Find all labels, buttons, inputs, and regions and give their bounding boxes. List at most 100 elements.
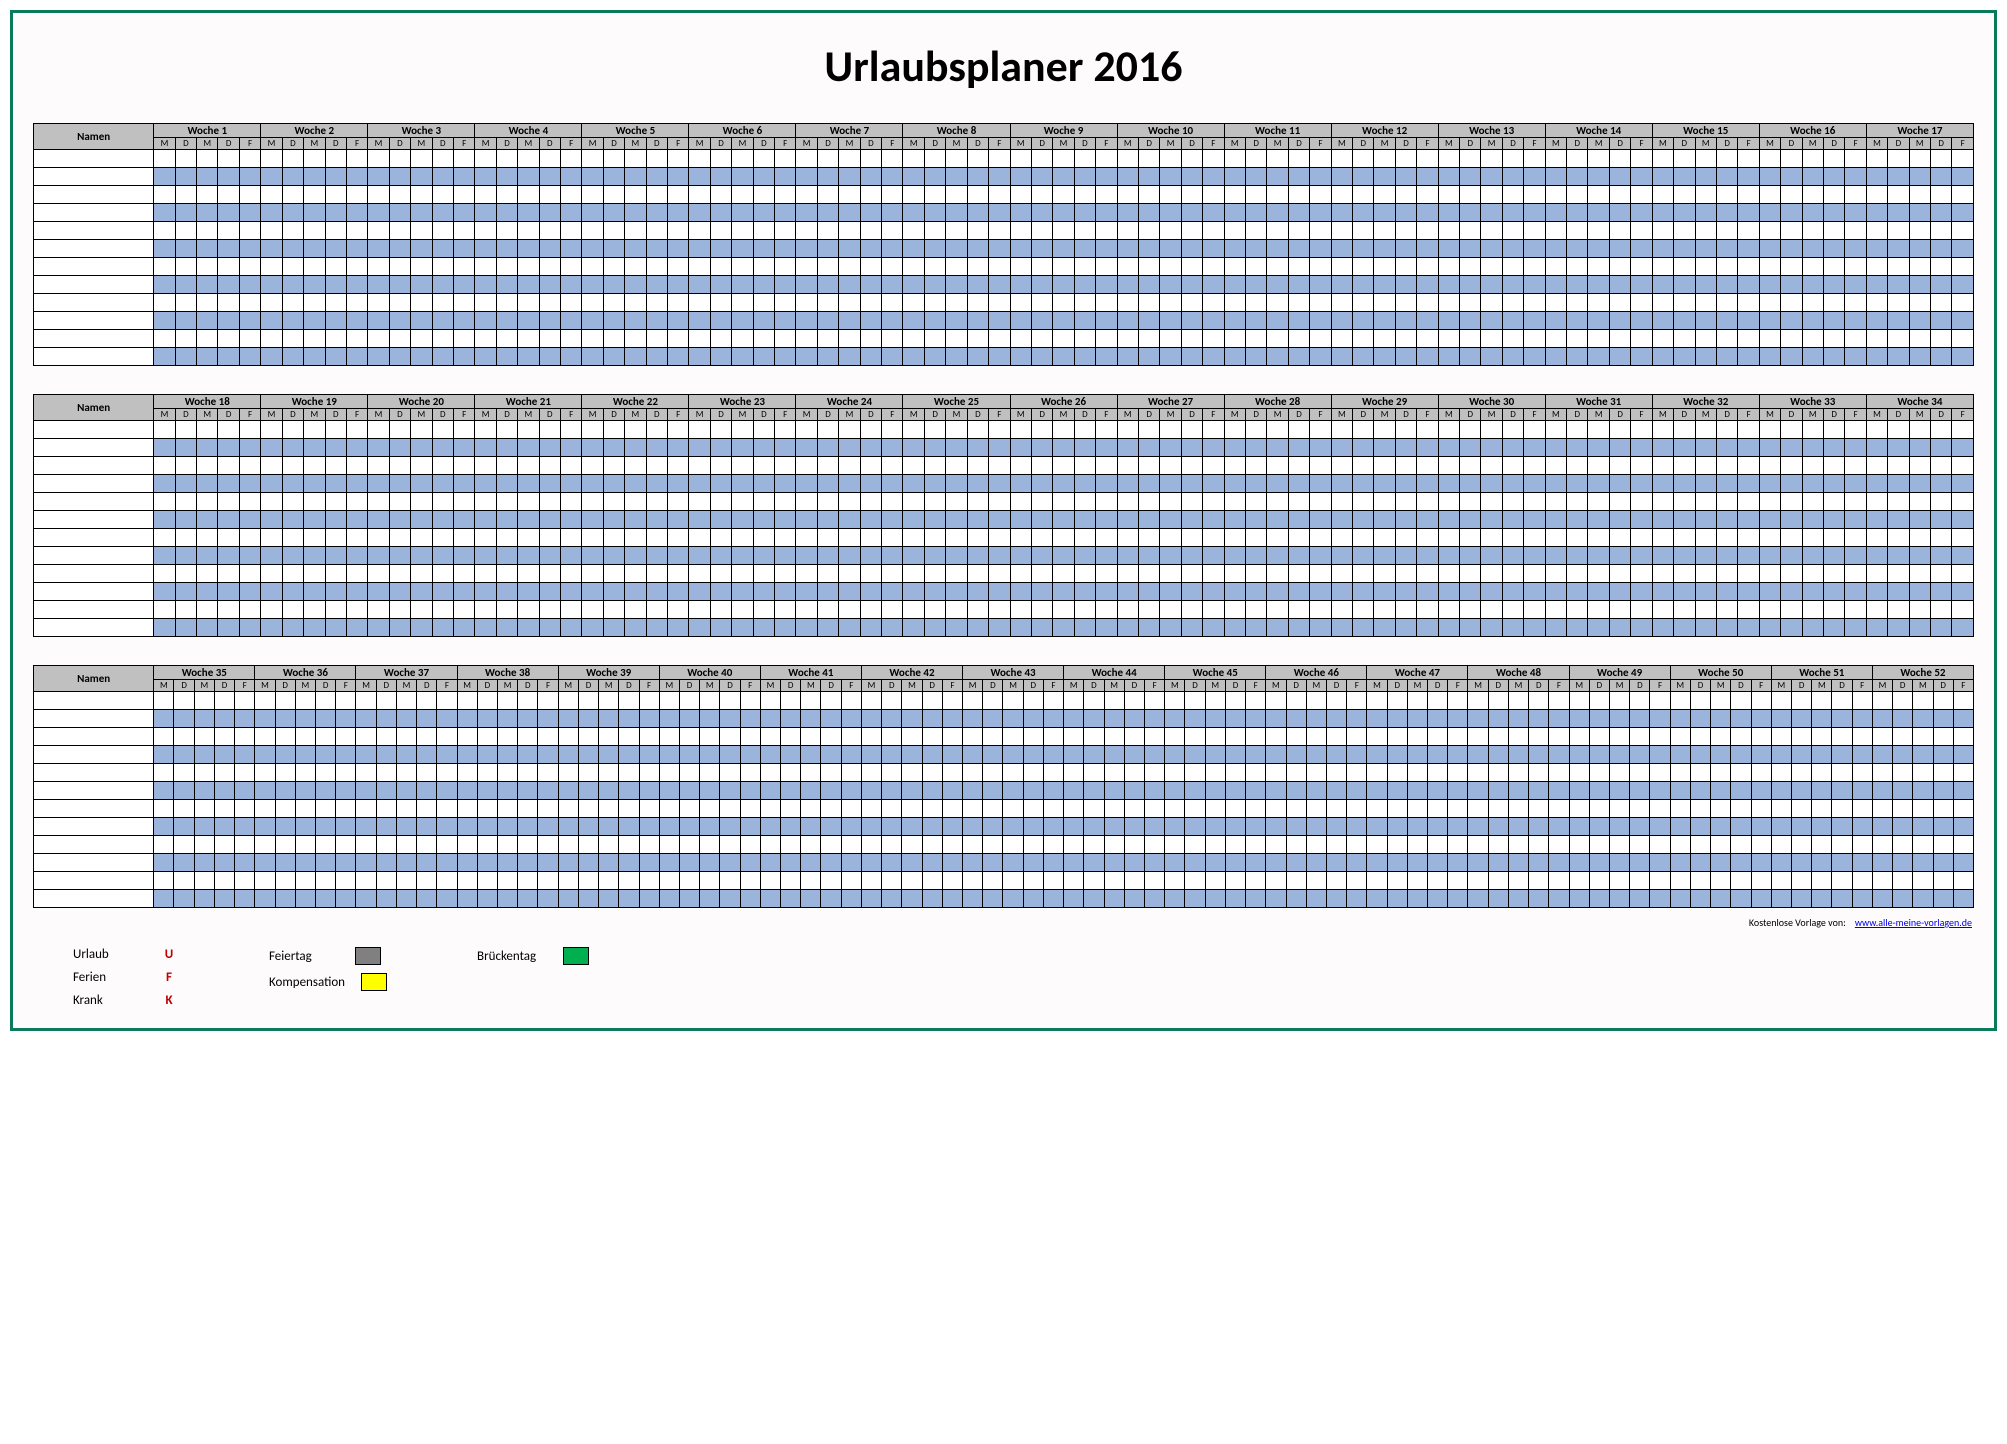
day-cell[interactable]	[639, 746, 659, 764]
day-cell[interactable]	[218, 421, 239, 439]
day-cell[interactable]	[1866, 439, 1887, 457]
day-cell[interactable]	[496, 511, 517, 529]
day-cell[interactable]	[817, 168, 838, 186]
day-cell[interactable]	[1631, 204, 1652, 222]
day-cell[interactable]	[1096, 619, 1117, 637]
day-cell[interactable]	[1711, 710, 1731, 728]
day-cell[interactable]	[197, 240, 218, 258]
day-cell[interactable]	[646, 421, 667, 439]
day-cell[interactable]	[1468, 818, 1488, 836]
day-cell[interactable]	[1286, 890, 1306, 908]
day-cell[interactable]	[389, 457, 410, 475]
day-cell[interactable]	[538, 692, 558, 710]
day-cell[interactable]	[1117, 312, 1138, 330]
day-cell[interactable]	[539, 294, 560, 312]
day-cell[interactable]	[558, 854, 578, 872]
day-cell[interactable]	[475, 457, 496, 475]
day-cell[interactable]	[1468, 692, 1488, 710]
day-cell[interactable]	[839, 186, 860, 204]
day-cell[interactable]	[1930, 258, 1951, 276]
day-cell[interactable]	[689, 186, 710, 204]
day-cell[interactable]	[1428, 854, 1448, 872]
day-cell[interactable]	[619, 854, 639, 872]
day-cell[interactable]	[1286, 782, 1306, 800]
day-cell[interactable]	[1117, 565, 1138, 583]
day-cell[interactable]	[1888, 150, 1909, 168]
day-cell[interactable]	[214, 692, 234, 710]
day-cell[interactable]	[1438, 475, 1459, 493]
day-cell[interactable]	[214, 746, 234, 764]
day-cell[interactable]	[1267, 583, 1288, 601]
day-cell[interactable]	[1395, 619, 1416, 637]
day-cell[interactable]	[821, 890, 841, 908]
day-cell[interactable]	[732, 222, 753, 240]
day-cell[interactable]	[475, 583, 496, 601]
name-cell[interactable]	[34, 764, 154, 782]
day-cell[interactable]	[1781, 222, 1802, 240]
day-cell[interactable]	[518, 619, 539, 637]
day-cell[interactable]	[689, 204, 710, 222]
day-cell[interactable]	[963, 746, 983, 764]
day-cell[interactable]	[1138, 168, 1159, 186]
day-cell[interactable]	[720, 872, 740, 890]
day-cell[interactable]	[1738, 457, 1759, 475]
day-cell[interactable]	[194, 818, 214, 836]
day-cell[interactable]	[860, 529, 881, 547]
day-cell[interactable]	[1460, 276, 1481, 294]
day-cell[interactable]	[1893, 728, 1913, 746]
day-cell[interactable]	[1674, 258, 1695, 276]
day-cell[interactable]	[432, 330, 453, 348]
day-cell[interactable]	[417, 890, 437, 908]
day-cell[interactable]	[1567, 475, 1588, 493]
day-cell[interactable]	[1096, 493, 1117, 511]
day-cell[interactable]	[1224, 186, 1245, 204]
day-cell[interactable]	[518, 475, 539, 493]
day-cell[interactable]	[558, 800, 578, 818]
day-cell[interactable]	[1674, 348, 1695, 366]
day-cell[interactable]	[1331, 222, 1352, 240]
day-cell[interactable]	[1031, 475, 1052, 493]
day-cell[interactable]	[154, 836, 174, 854]
day-cell[interactable]	[175, 511, 196, 529]
day-cell[interactable]	[753, 258, 774, 276]
day-cell[interactable]	[1460, 511, 1481, 529]
day-cell[interactable]	[1203, 493, 1224, 511]
day-cell[interactable]	[1096, 439, 1117, 457]
day-cell[interactable]	[732, 475, 753, 493]
day-cell[interactable]	[282, 421, 303, 439]
day-cell[interactable]	[775, 619, 796, 637]
name-cell[interactable]	[34, 258, 154, 276]
day-cell[interactable]	[967, 475, 988, 493]
day-cell[interactable]	[1074, 258, 1095, 276]
day-cell[interactable]	[1502, 258, 1523, 276]
day-cell[interactable]	[646, 240, 667, 258]
day-cell[interactable]	[1395, 240, 1416, 258]
day-cell[interactable]	[1930, 457, 1951, 475]
day-cell[interactable]	[197, 475, 218, 493]
day-cell[interactable]	[1438, 222, 1459, 240]
day-cell[interactable]	[174, 746, 194, 764]
day-cell[interactable]	[1695, 457, 1716, 475]
day-cell[interactable]	[1802, 204, 1823, 222]
day-cell[interactable]	[689, 240, 710, 258]
day-cell[interactable]	[1502, 583, 1523, 601]
day-cell[interactable]	[368, 565, 389, 583]
day-cell[interactable]	[1690, 890, 1710, 908]
day-cell[interactable]	[1224, 493, 1245, 511]
day-cell[interactable]	[1395, 150, 1416, 168]
day-cell[interactable]	[1695, 493, 1716, 511]
day-cell[interactable]	[1738, 222, 1759, 240]
day-cell[interactable]	[625, 583, 646, 601]
day-cell[interactable]	[860, 330, 881, 348]
day-cell[interactable]	[1185, 800, 1205, 818]
day-cell[interactable]	[710, 583, 731, 601]
day-cell[interactable]	[924, 619, 945, 637]
day-cell[interactable]	[603, 619, 624, 637]
day-cell[interactable]	[1138, 186, 1159, 204]
day-cell[interactable]	[903, 240, 924, 258]
day-cell[interactable]	[1759, 475, 1780, 493]
day-cell[interactable]	[1731, 872, 1751, 890]
day-cell[interactable]	[560, 439, 581, 457]
day-cell[interactable]	[457, 728, 477, 746]
day-cell[interactable]	[1417, 493, 1438, 511]
